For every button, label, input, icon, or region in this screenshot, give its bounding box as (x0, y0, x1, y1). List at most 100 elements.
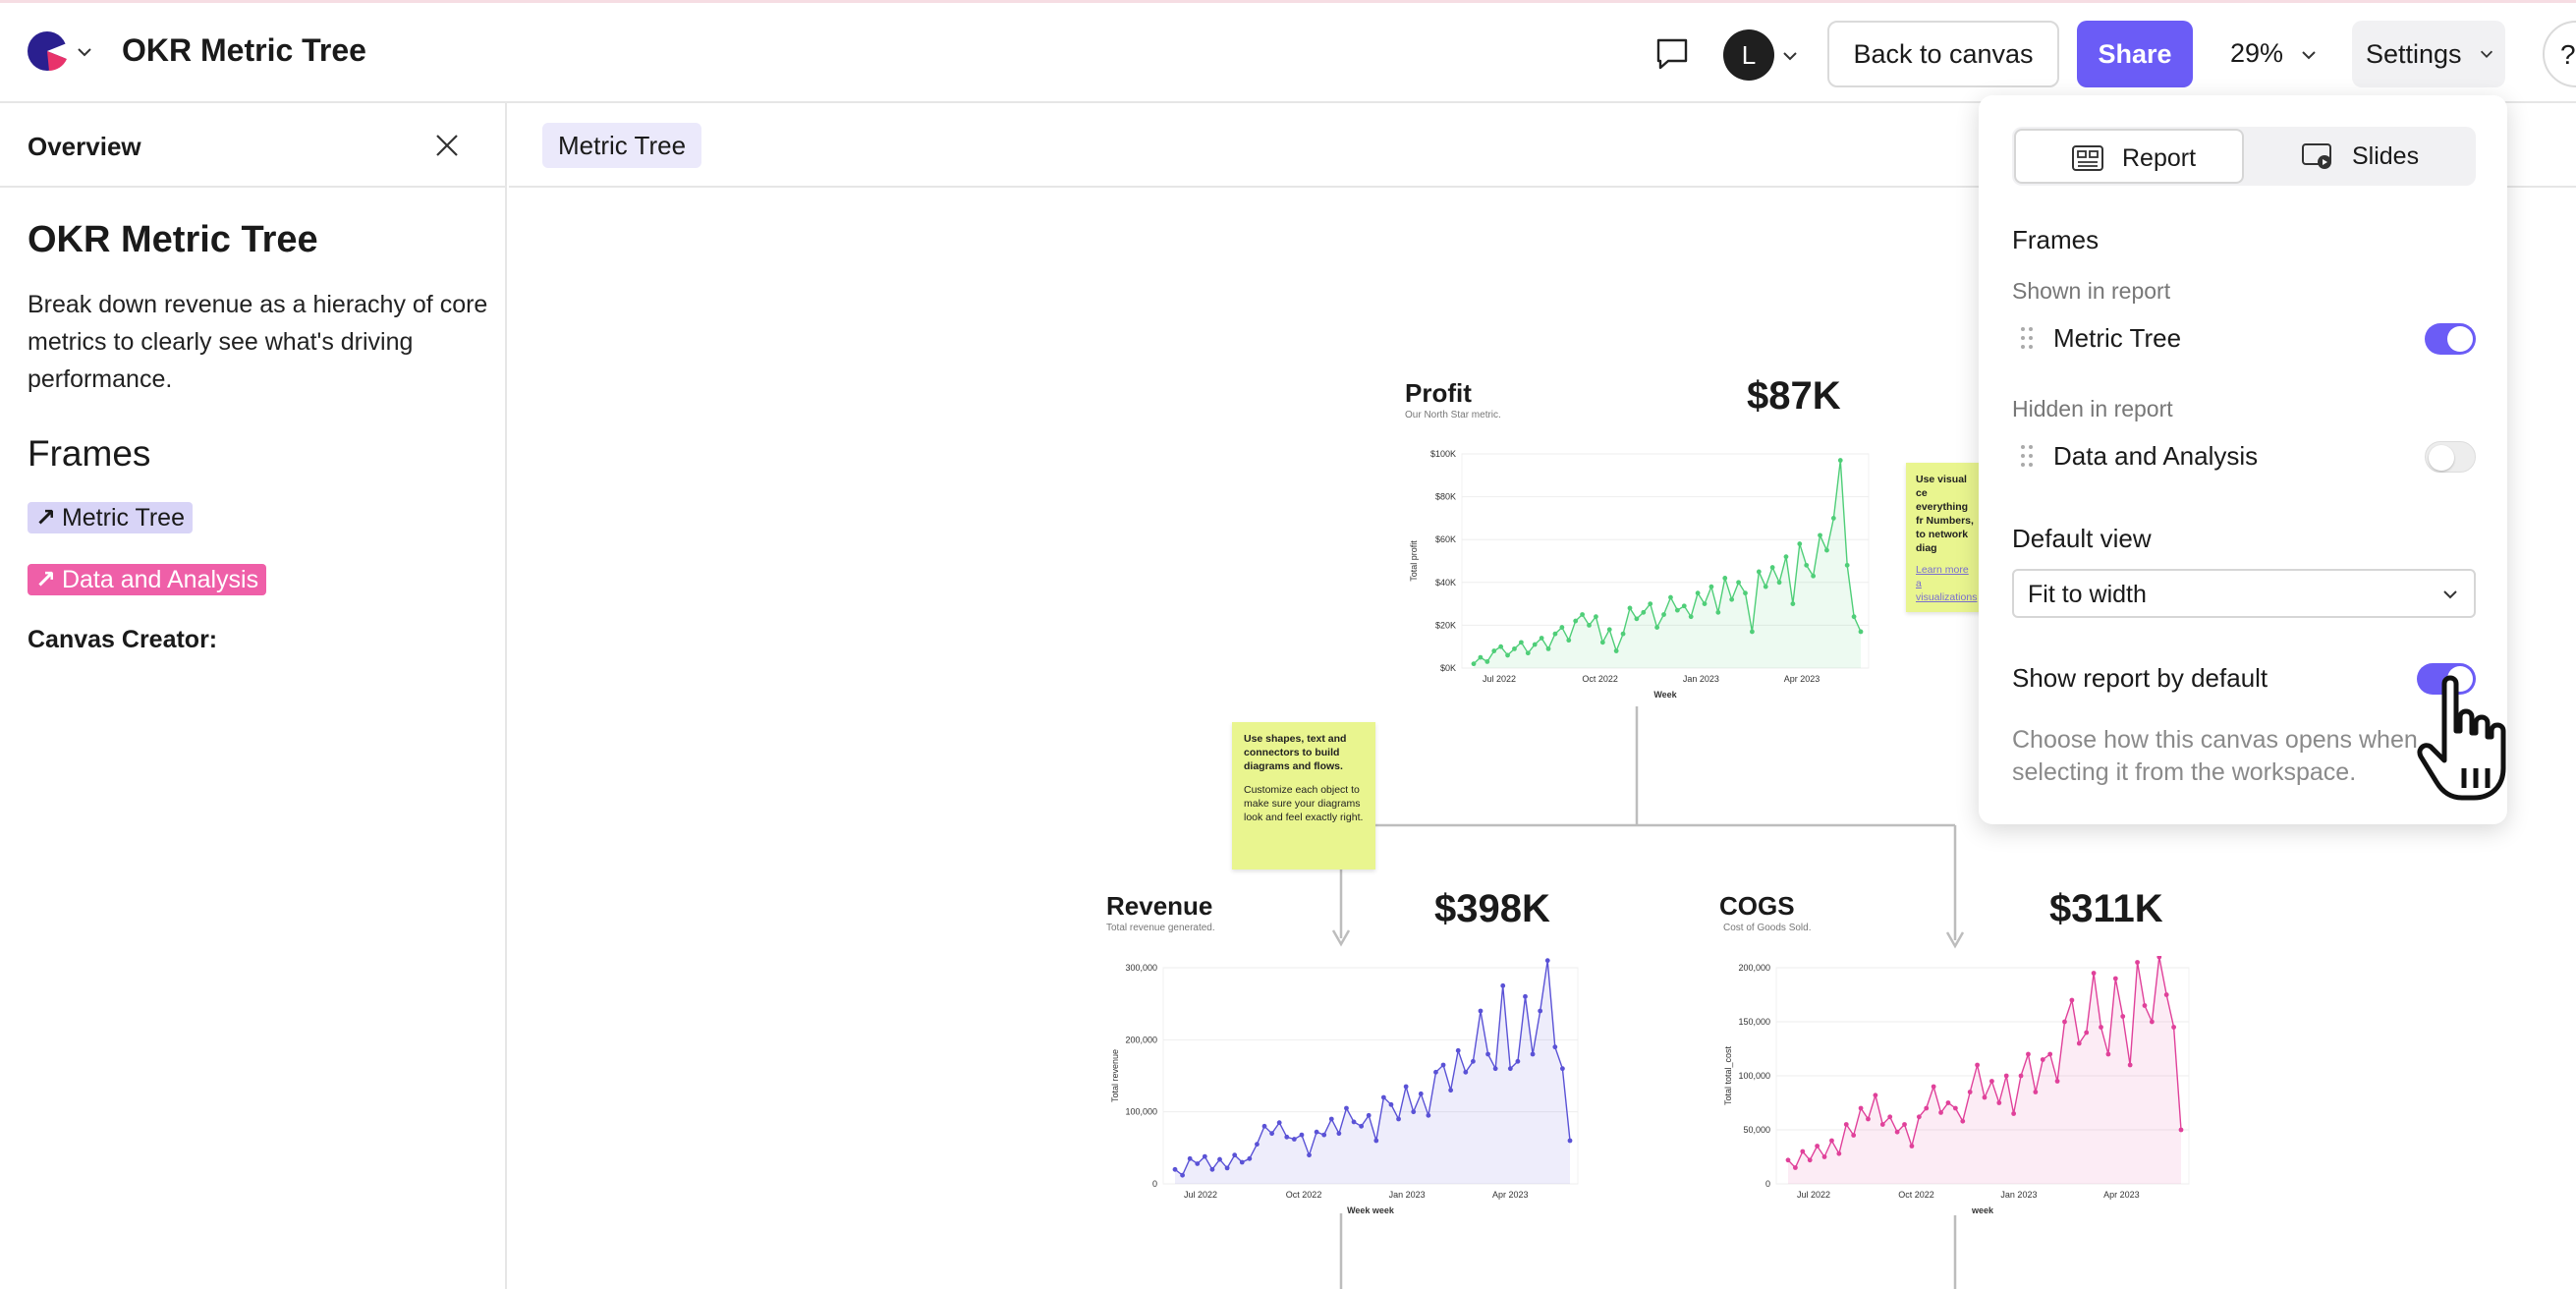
data-point (1180, 1172, 1185, 1178)
data-point (1894, 1129, 1900, 1135)
data-point (1800, 1149, 1806, 1154)
document-title[interactable]: OKR Metric Tree (122, 32, 366, 68)
help-button[interactable]: ? (2543, 21, 2576, 87)
comment-icon[interactable] (1652, 34, 1692, 74)
y-tick-label: 200,000 (1125, 1035, 1157, 1044)
sidebar-header: Overview (0, 103, 505, 188)
user-avatar[interactable]: L (1723, 29, 1774, 81)
series-area (1175, 960, 1570, 1184)
data-point (1804, 562, 1810, 568)
data-point (1261, 1123, 1267, 1129)
data-point (1641, 609, 1647, 615)
data-point (1544, 958, 1550, 964)
tab-report[interactable]: Report (2014, 129, 2244, 184)
frame-link-metric-tree[interactable]: ↗ Metric Tree (28, 502, 193, 533)
data-point (1507, 1066, 1513, 1072)
data-point (2069, 997, 2075, 1003)
data-point (1470, 1058, 1476, 1064)
data-point (1844, 562, 1850, 568)
close-icon[interactable] (432, 131, 462, 160)
data-point (1661, 612, 1666, 617)
drag-handle-icon[interactable] (2020, 325, 2034, 351)
frame-visibility-toggle[interactable] (2425, 323, 2476, 355)
data-point (1783, 554, 1789, 560)
y-tick-label: 100,000 (1738, 1071, 1770, 1081)
frame-row-data-analysis[interactable]: Data and Analysis (2012, 437, 2476, 476)
data-point (2054, 1079, 2060, 1084)
frame-visibility-toggle[interactable] (2425, 441, 2476, 473)
chevron-down-icon[interactable] (2299, 45, 2319, 65)
data-point (1902, 1122, 1907, 1127)
frame-row-metric-tree[interactable]: Metric Tree (2012, 319, 2476, 359)
metric-value: $311K (2049, 887, 2163, 930)
chevron-down-icon[interactable] (2478, 45, 2495, 63)
data-point (1559, 625, 1565, 630)
metric-name: Profit (1405, 378, 1472, 408)
chevron-down-icon[interactable] (1780, 46, 1800, 66)
profit-chart[interactable]: $0K $20K $40K $60K $80K $100K Jul 2022 Oct 2022… (1405, 442, 1876, 703)
data-point (1484, 659, 1490, 664)
top-accent-line (0, 0, 2576, 3)
back-to-canvas-button[interactable]: Back to canvas (1827, 21, 2059, 87)
data-point (1336, 1131, 1342, 1137)
data-point (1512, 645, 1517, 651)
data-point (1797, 541, 1803, 546)
data-point (1793, 1165, 1798, 1170)
metric-subtitle: Our North Star metric. (1405, 410, 1501, 420)
shown-in-report-label: Shown in report (2012, 278, 2171, 304)
drag-handle-icon[interactable] (2020, 443, 2034, 469)
metric-subtitle: Cost of Goods Sold. (1723, 923, 1812, 933)
data-point (1411, 1109, 1417, 1115)
data-point (1627, 605, 1633, 611)
app-logo-icon[interactable] (26, 29, 69, 73)
data-point (1836, 1150, 1842, 1156)
default-view-select[interactable]: Fit to width (2012, 569, 2476, 618)
x-tick-label: Apr 2023 (2103, 1190, 2140, 1200)
data-point (1858, 1105, 1864, 1111)
frame-row-label: Data and Analysis (2053, 441, 2259, 471)
series-line (1473, 460, 1862, 665)
data-point (1729, 596, 1735, 602)
x-tick-label: Jul 2022 (1184, 1190, 1217, 1200)
data-point (2076, 1040, 2082, 1046)
data-point (1750, 629, 1755, 635)
x-tick-label: Oct 2022 (1582, 674, 1618, 684)
share-button[interactable]: Share (2077, 21, 2193, 87)
data-point (1967, 1090, 1973, 1094)
data-point (1996, 1100, 2002, 1105)
sticky-note-right[interactable]: Use visual ce everything fr Numbers, to … (1906, 463, 1985, 612)
canvas-tab-bar: Metric Tree (509, 103, 2576, 188)
sticky-link[interactable]: Learn more a visualizations (1916, 564, 1978, 603)
sticky-note-left[interactable]: Use shapes, text and connectors to build… (1232, 722, 1375, 869)
tab-metric-tree[interactable]: Metric Tree (542, 123, 702, 168)
report-grid-icon (2072, 145, 2103, 171)
settings-button[interactable]: Settings (2352, 21, 2505, 87)
data-point (1567, 1138, 1573, 1144)
chevron-down-icon[interactable] (75, 42, 94, 62)
data-point (1756, 569, 1762, 575)
cogs-chart[interactable]: 0 50,000 100,000 150,000 200,000 Jul 2022 Oct … (1719, 956, 2197, 1219)
data-point (2003, 1073, 2009, 1079)
tab-slides[interactable]: Slides (2246, 129, 2474, 184)
x-tick-label: Oct 2022 (1286, 1190, 1322, 1200)
zoom-level[interactable]: 29% (2230, 38, 2284, 68)
x-axis-label: Week (1653, 690, 1677, 700)
show-report-default-row[interactable]: Show report by default (2012, 659, 2476, 699)
canvas-title: OKR Metric Tree (28, 219, 318, 260)
frame-link-data-analysis[interactable]: ↗ Data and Analysis (28, 564, 267, 595)
data-point (1448, 1088, 1454, 1093)
data-point (1478, 1008, 1484, 1014)
y-tick-label: 150,000 (1738, 1017, 1770, 1027)
slides-play-icon (2302, 143, 2331, 169)
arrow-up-right-icon: ↗ (35, 566, 56, 593)
data-point (1924, 1105, 1930, 1111)
default-view-heading: Default view (2012, 524, 2152, 553)
y-tick-label: $20K (1435, 620, 1456, 630)
y-axis-label: Total total_cost (1723, 1045, 1733, 1105)
y-tick-label: 300,000 (1125, 963, 1157, 973)
data-point (1573, 618, 1579, 624)
revenue-chart[interactable]: 0 100,000 200,000 300,000 Jul 2022 Oct 2022 Ja… (1106, 956, 1586, 1219)
data-point (1284, 1134, 1290, 1140)
data-point (2149, 1019, 2155, 1025)
data-point (1931, 1084, 1936, 1090)
